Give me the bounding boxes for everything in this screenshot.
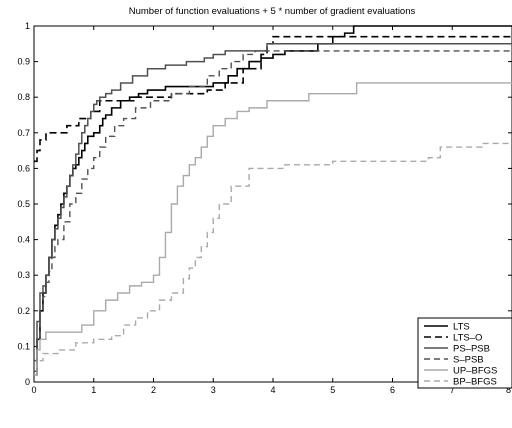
y-tick-label-6: 0.6	[17, 163, 30, 173]
x-tick-label-4: 4	[270, 385, 275, 395]
legend-label-3: S–PSB	[453, 355, 484, 366]
x-tick-label-6: 6	[390, 385, 395, 395]
y-tick-label-2: 0.2	[17, 306, 30, 316]
series-line-1	[34, 35, 512, 163]
chart-title: Number of function evaluations + 5 * num…	[129, 6, 416, 17]
y-tick-label-10: 1	[25, 21, 30, 31]
y-tick-label-3: 0.3	[17, 270, 30, 280]
axis-ticks: 0 1 2 3 4 5 6 7 8 0 0.1 0.2 0.3 0.4 0.5 0.6 0.7 0.8 0.9 1	[17, 21, 512, 395]
x-tick-label-0: 0	[31, 385, 36, 395]
y-tick-label-5: 0.5	[17, 199, 30, 209]
y-tick-label-9: 0.9	[17, 57, 30, 67]
x-tick-label-7: 7	[450, 385, 455, 395]
y-tick-label-1: 0.1	[17, 341, 30, 351]
y-tick-label-8: 0.8	[17, 92, 30, 102]
series-line-0	[34, 25, 512, 376]
legend-label-4: UP–BFGS	[453, 366, 497, 377]
series-lines	[34, 25, 512, 376]
x-tick-label-1: 1	[91, 385, 96, 395]
x-tick-label-3: 3	[211, 385, 216, 395]
x-tick-label-5: 5	[330, 385, 335, 395]
legend-label-5: BP–BFGS	[453, 377, 497, 388]
series-line-3	[34, 50, 512, 373]
legend-box	[417, 317, 512, 389]
y-tick-label-4: 0.4	[17, 235, 30, 245]
series-line-5	[34, 142, 512, 376]
y-tick-label-0: 0	[25, 377, 30, 387]
y-tick-label-7: 0.7	[17, 128, 30, 138]
series-line-2	[34, 43, 512, 362]
series-line-4	[34, 82, 512, 376]
x-tick-label-2: 2	[151, 385, 156, 395]
x-tick-label-8: 8	[506, 385, 511, 395]
legend-label-2: PS–PSB	[453, 344, 490, 355]
legend-label-0: LTS	[453, 322, 470, 333]
legend-label-1: LTS–O	[453, 333, 482, 344]
